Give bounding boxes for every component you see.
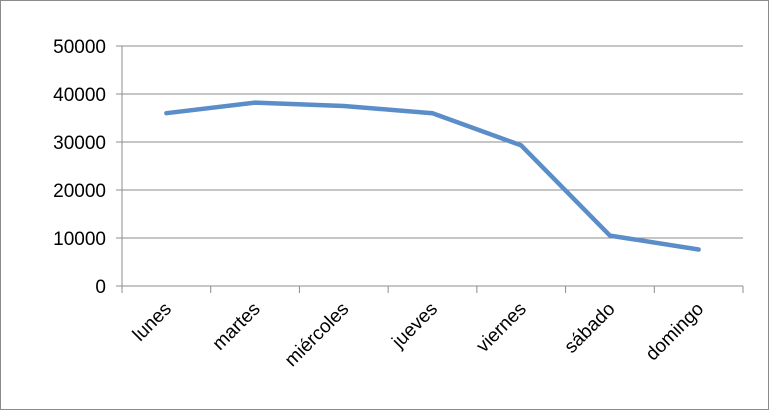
x-tick-label: lunes [129, 299, 176, 346]
x-tick-label: sábado [561, 299, 620, 358]
x-tick-label: jueves [388, 299, 442, 353]
y-tick-label: 10000 [53, 229, 106, 250]
x-tick-label: miércoles [281, 299, 353, 371]
x-tick-label: viernes [473, 299, 531, 357]
y-tick-label: 20000 [53, 181, 106, 202]
y-tick-label: 50000 [53, 37, 106, 58]
y-tick-label: 40000 [53, 85, 106, 106]
y-tick-label: 0 [95, 277, 106, 298]
x-tick-label: martes [209, 299, 265, 355]
x-tick-label: domingo [642, 299, 708, 365]
series-line [166, 103, 698, 250]
y-tick-label: 30000 [53, 133, 106, 154]
